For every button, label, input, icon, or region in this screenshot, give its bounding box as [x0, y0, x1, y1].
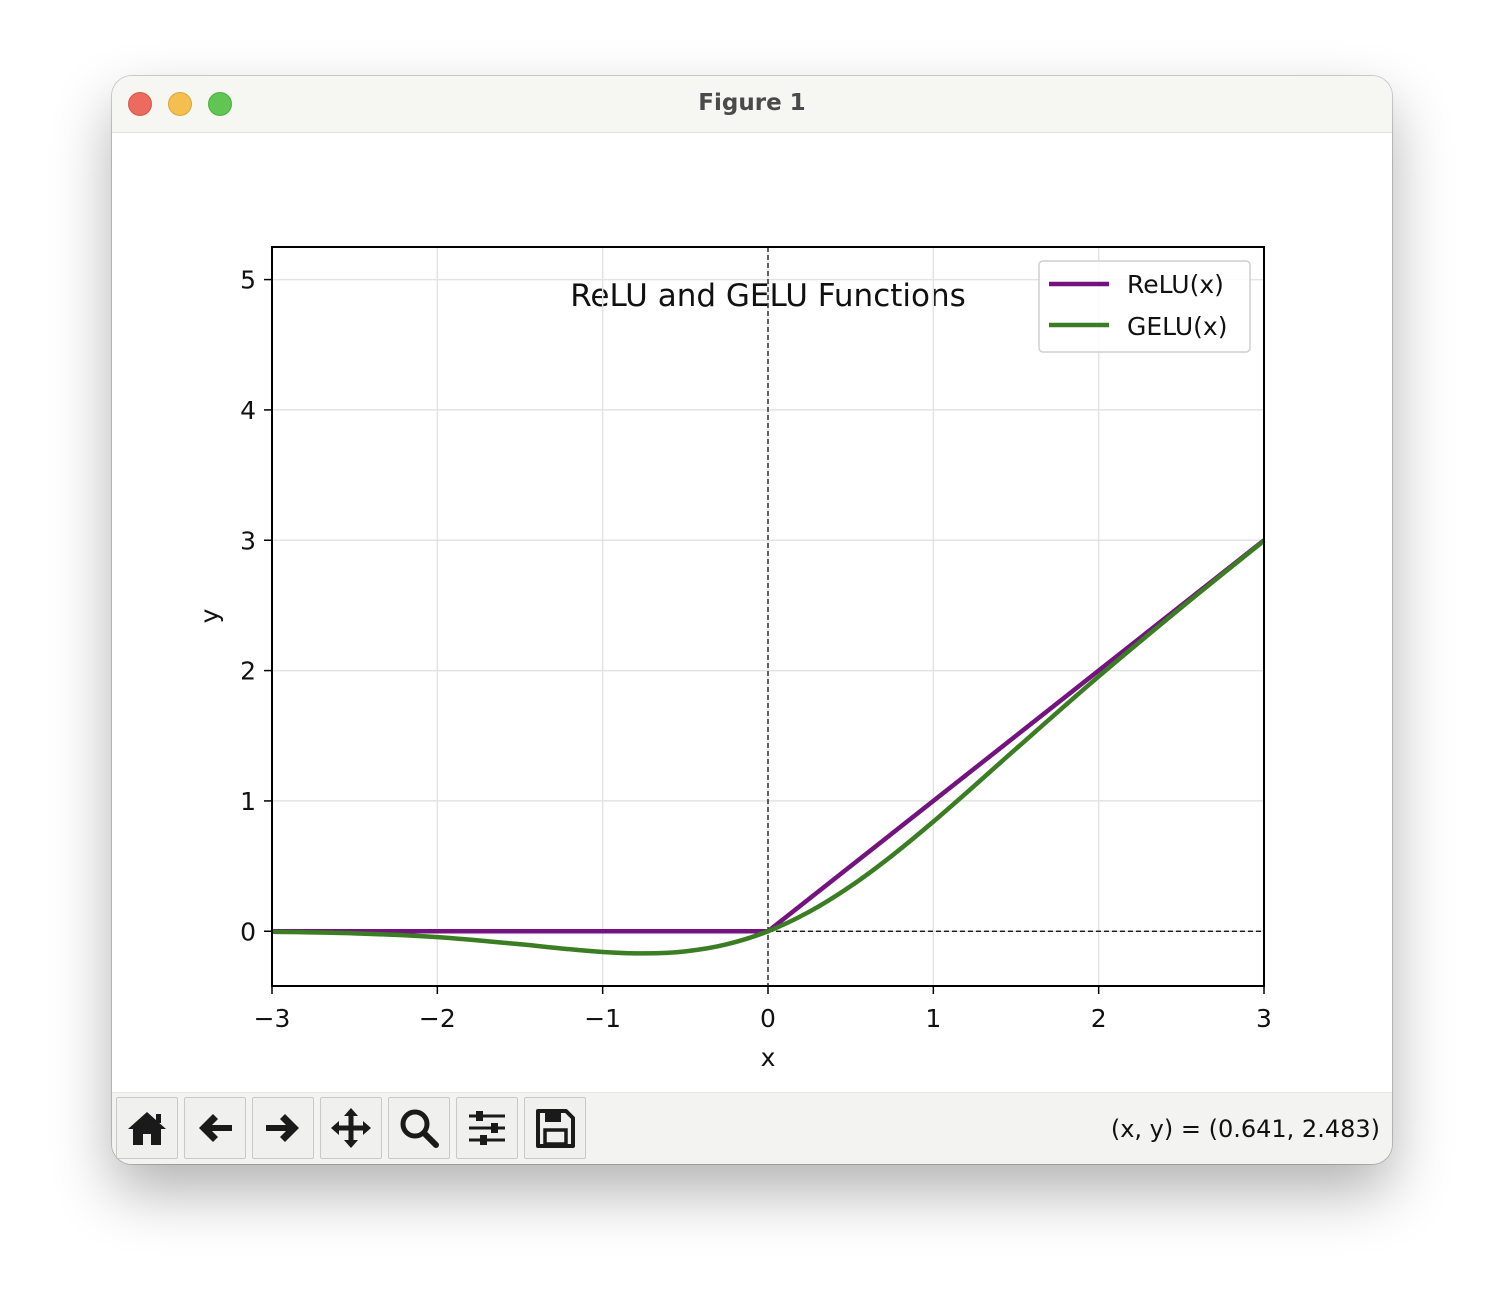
- x-axis-label: x: [761, 1043, 776, 1072]
- series-lines: [271, 538, 1266, 956]
- title-bar: Figure 1: [112, 76, 1392, 133]
- x-tick-label: 2: [1091, 1004, 1107, 1033]
- minimize-window-button[interactable]: [168, 92, 192, 116]
- line-chart: ReLU and GELU Functions −3 −2 −1 0 1 2 3 01234…: [195, 246, 1272, 1072]
- figure-window: Figure 1 ReLU and GELU Functions −3 −2 −1 0…: [112, 76, 1392, 1164]
- back-button[interactable]: [184, 1097, 246, 1159]
- navigation-toolbar: (x, y) = (0.641, 2.483): [112, 1092, 1392, 1164]
- legend: ReLU(x) GELU(x): [1038, 260, 1251, 353]
- y-axis: 0 1 2 3 4 5: [240, 266, 272, 946]
- zoom-button[interactable]: [388, 1097, 450, 1159]
- x-tick-label: 3: [1256, 1004, 1272, 1033]
- legend-label-gelu: GELU(x): [1127, 312, 1227, 341]
- save-floppy-icon: [536, 1109, 575, 1148]
- x-tick-label: 1: [925, 1004, 941, 1033]
- maximize-window-button[interactable]: [208, 92, 232, 116]
- configure-subplots-icon: [469, 1111, 505, 1145]
- back-arrow-icon: [199, 1114, 232, 1142]
- x-tick-label: −2: [419, 1004, 456, 1033]
- y-tick-label: 5: [240, 266, 256, 295]
- window-title: Figure 1: [698, 90, 806, 116]
- y-axis-label: y: [195, 608, 224, 623]
- cursor-coordinates: (x, y) = (0.641, 2.483): [1110, 1115, 1380, 1143]
- legend-label-relu: ReLU(x): [1127, 270, 1224, 299]
- y-tick-label: 1: [240, 787, 256, 816]
- home-icon: [128, 1112, 166, 1145]
- configure-subplots-button[interactable]: [456, 1097, 518, 1159]
- forward-button[interactable]: [252, 1097, 314, 1159]
- home-button[interactable]: [116, 1097, 178, 1159]
- forward-arrow-icon: [266, 1114, 299, 1142]
- save-button[interactable]: [524, 1097, 586, 1159]
- x-tick-label: −1: [584, 1004, 621, 1033]
- y-tick-label: 0: [240, 917, 256, 946]
- zoom-magnifier-icon: [400, 1109, 439, 1148]
- x-tick-label: 0: [760, 1004, 776, 1033]
- x-axis: −3 −2 −1 0 1 2 3: [254, 986, 1272, 1033]
- pan-move-icon: [331, 1108, 371, 1148]
- pan-button[interactable]: [320, 1097, 382, 1159]
- y-tick-label: 2: [240, 657, 256, 686]
- series-line-gelu-x: [271, 539, 1266, 956]
- y-tick-label: 3: [240, 526, 256, 555]
- x-tick-label: −3: [254, 1004, 291, 1033]
- close-window-button[interactable]: [128, 92, 152, 116]
- y-tick-label: 4: [240, 396, 256, 425]
